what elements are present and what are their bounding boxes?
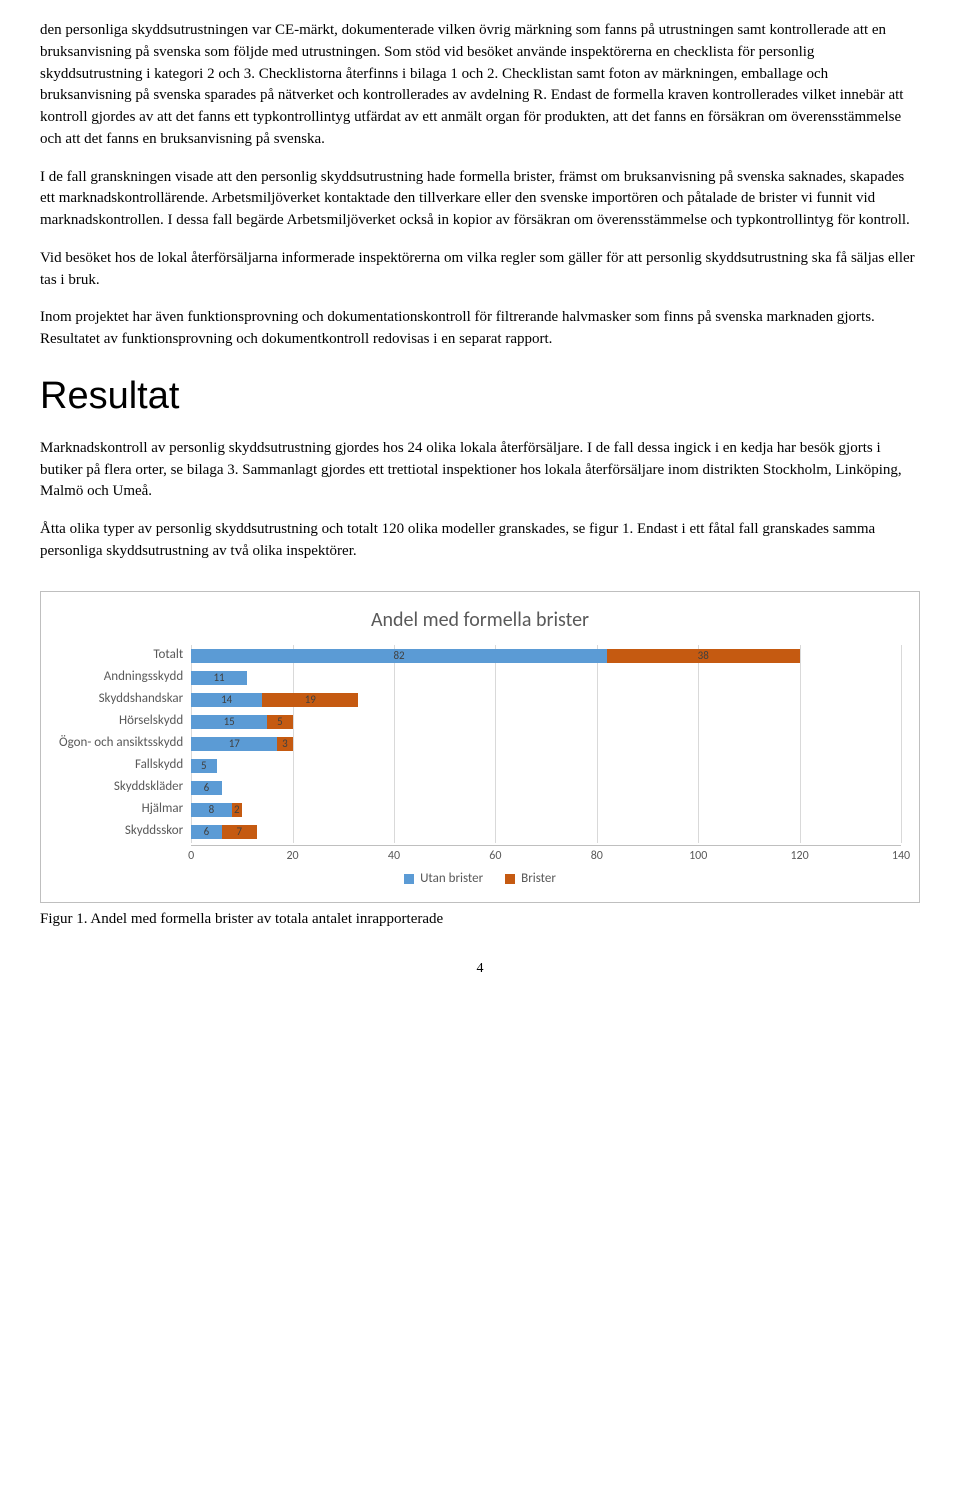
bar-segment-utan-brister: 11 [191,671,247,685]
chart-bar-row: 8238 [191,645,901,667]
legend-brister: Brister [505,870,556,889]
chart-bar-row: 6 [191,777,901,799]
bar-segment-utan-brister: 82 [191,649,607,663]
bar-segment-brister: 19 [262,693,358,707]
chart-xtick: 80 [591,848,603,865]
chart-row-label: Skyddshandskar [59,689,183,711]
chart-row-label: Andningsskydd [59,667,183,689]
bar-segment-utan-brister: 15 [191,715,267,729]
chart-xtick: 0 [188,848,194,865]
chart-x-axis: 020406080100120140 [191,845,901,864]
bar-segment-utan-brister: 14 [191,693,262,707]
chart-legend: Utan brister Brister [59,870,901,889]
legend-utan-brister: Utan brister [404,870,483,889]
chart-xtick: 100 [689,848,707,865]
bar-segment-brister: 2 [232,803,242,817]
bar-segment-utan-brister: 6 [191,825,221,839]
chart-bar-row: 5 [191,755,901,777]
page-number: 4 [40,959,920,979]
chart-xtick: 120 [790,848,808,865]
chart-gridline [901,645,902,843]
legend-swatch-brister [505,874,515,884]
legend-swatch-utan-brister [404,874,414,884]
legend-label: Brister [521,870,556,889]
bar-segment-brister: 7 [222,825,257,839]
chart-row-label: Skyddskläder [59,777,183,799]
bar-segment-brister: 38 [607,649,800,663]
chart-row-label: Hörselskydd [59,711,183,733]
chart-xtick: 60 [489,848,501,865]
bar-segment-brister: 3 [277,737,292,751]
chart-bar-row: 173 [191,733,901,755]
chart-bar-row: 82 [191,799,901,821]
chart-body: TotaltAndningsskyddSkyddshandskarHörsels… [59,645,901,864]
body-paragraph: Marknadskontroll av personlig skyddsutru… [40,438,920,503]
legend-label: Utan brister [420,870,483,889]
chart-bar-row: 1419 [191,689,901,711]
bar-segment-utan-brister: 5 [191,759,216,773]
chart-bars: 8238111419155173568267 [191,645,901,843]
chart-bar-row: 67 [191,821,901,843]
chart-title: Andel med formella brister [59,606,901,635]
bar-segment-brister: 5 [267,715,292,729]
body-paragraph: Åtta olika typer av personlig skyddsutru… [40,519,920,563]
chart-container: Andel med formella brister TotaltAndning… [40,591,920,904]
chart-row-label: Fallskydd [59,755,183,777]
chart-plot-area: 8238111419155173568267 02040608010012014… [191,645,901,864]
body-paragraph: I de fall granskningen visade att den pe… [40,167,920,232]
chart-xtick: 40 [388,848,400,865]
chart-bar-row: 11 [191,667,901,689]
chart-row-label: Totalt [59,645,183,667]
body-paragraph: Inom projektet har även funktionsprovnin… [40,307,920,351]
chart-xtick: 20 [286,848,298,865]
figure-caption: Figur 1. Andel med formella brister av t… [40,909,920,931]
bar-segment-utan-brister: 17 [191,737,277,751]
body-paragraph: Vid besöket hos de lokal återförsäljarna… [40,248,920,292]
chart-xtick: 140 [892,848,910,865]
bar-segment-utan-brister: 6 [191,781,221,795]
chart-category-labels: TotaltAndningsskyddSkyddshandskarHörsels… [59,645,191,864]
chart-row-label: Skyddsskor [59,821,183,843]
chart-row-label: Ögon- och ansiktsskydd [59,733,183,755]
section-heading-resultat: Resultat [40,369,920,424]
bar-segment-utan-brister: 8 [191,803,232,817]
chart-bar-row: 155 [191,711,901,733]
body-paragraph: den personliga skyddsutrustningen var CE… [40,20,920,151]
chart-row-label: Hjälmar [59,799,183,821]
